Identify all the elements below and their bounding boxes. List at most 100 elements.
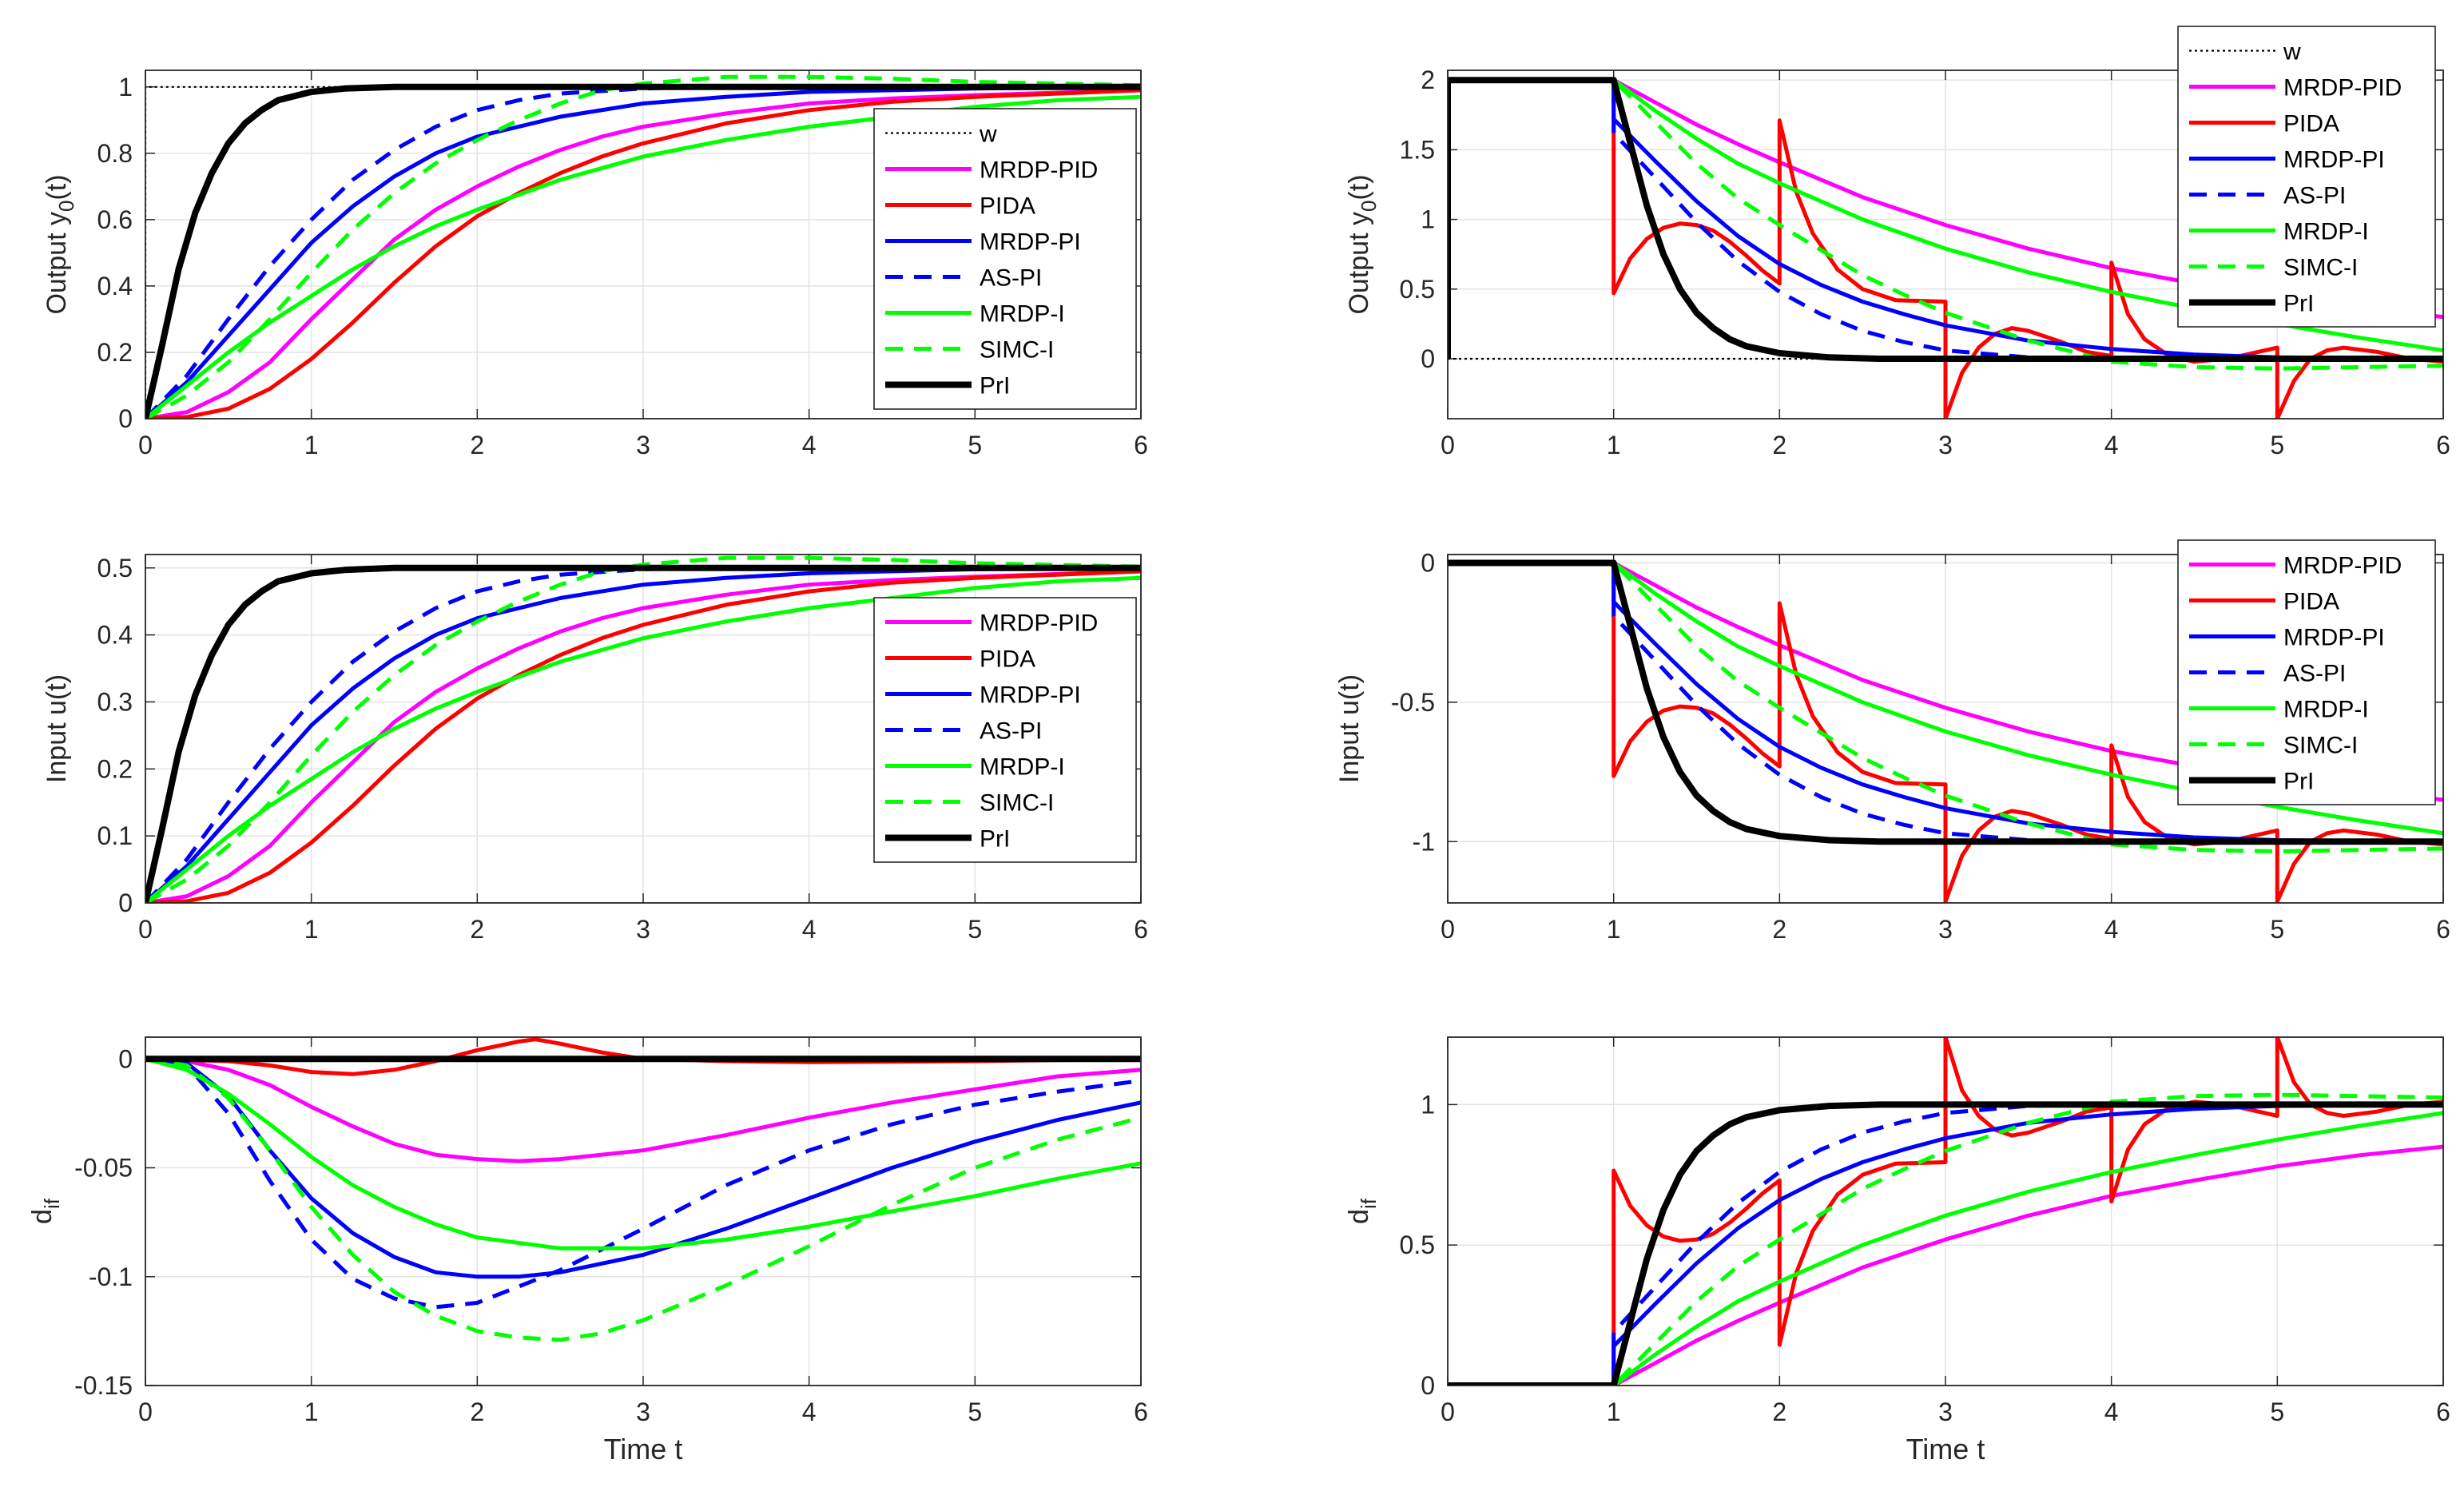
x-tick-label: 6: [2436, 915, 2450, 944]
y-tick-label: 0.1: [97, 821, 133, 850]
series-line-mrdp-pi: [145, 566, 1141, 903]
series-line-as-pi: [1448, 1101, 2443, 1386]
x-tick-label: 4: [2104, 431, 2119, 459]
x-tick-label: 4: [2104, 1398, 2119, 1426]
x-tick-label: 0: [1441, 1398, 1455, 1426]
y-axis-label: dif: [1344, 1198, 1381, 1224]
series-group: [1448, 1037, 2443, 1386]
x-tick-label: 4: [802, 431, 817, 459]
y-axis-label: Output y0(t): [42, 174, 78, 314]
axes-box: [145, 554, 1142, 904]
legend-label: MRDP-PID: [980, 157, 1098, 184]
legend-label: AS-PI: [2283, 661, 2346, 687]
x-tick-label: 3: [636, 1398, 650, 1426]
legend-label: w: [2283, 39, 2301, 66]
series-line-simc-i: [1448, 561, 2443, 853]
y-tick-label: -0.15: [74, 1371, 133, 1400]
series-group: [1448, 559, 2443, 903]
series-group: [145, 555, 1141, 903]
series-line-simc-i: [145, 74, 1141, 419]
legend-label: PrI: [980, 826, 1010, 853]
x-tick-label: 3: [636, 915, 650, 944]
series-line-as-pi: [145, 1056, 1141, 1310]
series-line-simc-i: [1448, 1092, 2443, 1386]
y-axis-label: Output y0(t): [1344, 174, 1381, 314]
legend-label: MRDP-PI: [2283, 147, 2385, 173]
y-tick-label: 0.5: [1400, 1231, 1435, 1259]
y-tick-label: 0.2: [97, 754, 133, 783]
x-tick-label: 6: [2436, 431, 2450, 459]
y-tick-label: 0: [118, 889, 133, 917]
x-tick-label: 5: [2270, 915, 2284, 944]
y-axis-label: Input u(t): [42, 674, 72, 783]
x-tick-label: 6: [2436, 1398, 2450, 1426]
axes-box: [145, 1036, 1142, 1386]
series-line-simc-i: [145, 555, 1141, 903]
series-line-pri: [145, 564, 1141, 903]
y-tick-label: 0: [118, 404, 133, 433]
x-tick-label: 2: [1772, 915, 1786, 944]
y-axis-label-subscript: 0: [54, 201, 78, 212]
x-tick-label: 5: [968, 431, 982, 459]
series-line-mrdp-pi: [1448, 78, 2443, 361]
x-tick-label: 0: [138, 431, 153, 459]
legend-label: MRDP-I: [980, 301, 1065, 328]
series-line-mrdp-pi: [1448, 561, 2443, 844]
legend: w MRDP-PID PIDA MRDP-PI AS-PI MRDP-I SIMC-I PrI: [2177, 26, 2436, 328]
x-tick-label: 5: [2270, 1398, 2284, 1426]
y-tick-label: 1: [1421, 205, 1435, 234]
x-tick-label: 4: [802, 915, 817, 944]
legend-label: PIDA: [2283, 111, 2339, 137]
x-tick-label: 0: [138, 915, 153, 944]
x-tick-label: 0: [1441, 431, 1455, 459]
series-line-mrdp-pid: [145, 1056, 1141, 1163]
series-line-mrdp-i: [145, 575, 1141, 903]
x-tick-label: 1: [304, 431, 319, 459]
axes-box: [1447, 70, 2444, 419]
legend-label: AS-PI: [980, 265, 1042, 292]
legend-label: SIMC-I: [980, 790, 1054, 817]
y-axis-label-main: Output y: [42, 212, 72, 315]
y-tick-label: -0.5: [1391, 688, 1435, 717]
x-tick-label: 4: [802, 1398, 817, 1426]
y-tick-label: -0.05: [74, 1154, 133, 1183]
axes-box: [1447, 1036, 2444, 1386]
legend-box: [2177, 26, 2436, 328]
legend-label: MRDP-PID: [2283, 553, 2402, 579]
x-tick-label: 5: [968, 1398, 982, 1426]
legend-label: SIMC-I: [2283, 255, 2358, 281]
series-line-mrdp-pi: [145, 85, 1141, 419]
series-line-pri: [1448, 559, 2443, 845]
legend: MRDP-PID PIDA MRDP-PI AS-PI MRDP-I SIMC-I PrI: [2177, 539, 2436, 805]
y-axis-label-main: Input u(t): [1334, 674, 1365, 783]
legend-label: SIMC-I: [980, 337, 1054, 364]
x-tick-label: 5: [968, 915, 982, 944]
y-tick-label: 1.5: [1400, 135, 1435, 164]
y-axis-label: dif: [27, 1198, 64, 1224]
y-axis-label-main: d: [27, 1209, 58, 1224]
legend-label: MRDP-I: [2283, 219, 2369, 245]
legend: w MRDP-PID PIDA MRDP-PI AS-PI MRDP-I SIMC-I PrI: [873, 108, 1137, 410]
y-axis-label-subscript: if: [40, 1198, 64, 1209]
x-tick-label: 1: [1607, 1398, 1621, 1426]
x-tick-label: 0: [138, 1398, 153, 1426]
axes-box: [1447, 554, 2444, 904]
x-tick-label: 3: [1938, 915, 1953, 944]
y-tick-label: 2: [1421, 66, 1435, 94]
legend-label: w: [979, 121, 997, 148]
series-line-pri: [1448, 1101, 2443, 1386]
legend-label: MRDP-PI: [980, 229, 1081, 256]
y-axis-label-main: d: [1344, 1209, 1374, 1224]
y-axis-label-main: Input u(t): [42, 674, 72, 783]
series-line-pri: [145, 83, 1141, 419]
x-tick-label: 2: [470, 431, 484, 459]
x-tick-label: 2: [1772, 431, 1786, 459]
x-tick-label: 1: [1607, 915, 1621, 944]
y-tick-label: 0.2: [97, 338, 133, 367]
series-line-pida: [145, 569, 1141, 903]
y-tick-label: 0.4: [97, 272, 133, 300]
y-tick-label: 0.5: [1400, 275, 1435, 304]
